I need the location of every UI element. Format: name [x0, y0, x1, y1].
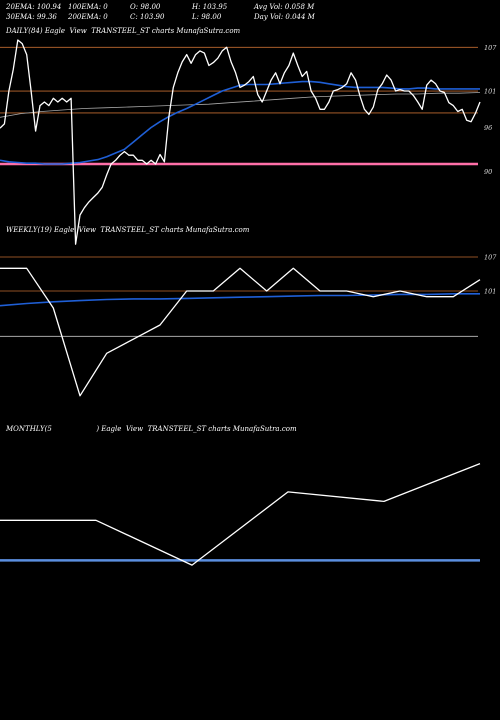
- weekly-y-tick-0: 107: [484, 254, 497, 262]
- day-vol-value: Day Vol: 0.044 M: [254, 13, 315, 21]
- stats-row-2: 30EMA: 99.36 200EMA: 0 C: 103.90 L: 98.0…: [6, 12, 339, 22]
- ema200-value: 200EMA: 0: [68, 13, 108, 21]
- ema20-value: 20EMA: 100.94: [6, 3, 62, 11]
- weekly-price-line: [0, 267, 481, 397]
- avg-vol-value: Avg Vol: 0.058 M: [254, 3, 315, 11]
- daily-y-tick-1: 101: [484, 88, 496, 96]
- weekly-ema-line: [0, 292, 480, 307]
- daily-price-line: [0, 39, 481, 245]
- header-stats: 20EMA: 100.94 100EMA: 0 O: 98.00 H: 103.…: [6, 2, 339, 22]
- daily-panel-title: DAILY(84) Eagle View TRANSTEEL_ST charts…: [6, 27, 241, 35]
- stats-row-1: 20EMA: 100.94 100EMA: 0 O: 98.00 H: 103.…: [6, 2, 339, 12]
- daily-y-tick-2: 96: [484, 124, 492, 132]
- daily-y-tick-3: 90: [484, 168, 492, 176]
- low-value: L: 98.00: [192, 13, 222, 21]
- weekly-y-tick-1: 101: [484, 288, 496, 296]
- monthly-price-line: [0, 462, 481, 566]
- daily-y-tick-0: 107: [484, 44, 497, 52]
- high-value: H: 103.95: [192, 3, 228, 11]
- ema30-value: 30EMA: 99.36: [6, 13, 57, 21]
- open-value: O: 98.00: [130, 3, 161, 11]
- ema100-value: 100EMA: 0: [68, 3, 108, 11]
- close-value: C: 103.90: [130, 13, 165, 21]
- daily-slow-ema-line: [0, 92, 481, 118]
- weekly-panel-title: WEEKLY(19) Eagle View TRANSTEEL_ST chart…: [6, 226, 250, 234]
- monthly-panel-title: MONTHLY(5 ) Eagle View TRANSTEEL_ST char…: [6, 425, 297, 433]
